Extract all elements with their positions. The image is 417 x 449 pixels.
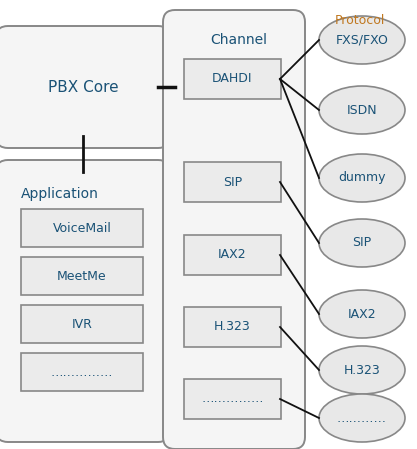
- FancyBboxPatch shape: [184, 379, 281, 419]
- Ellipse shape: [319, 16, 405, 64]
- Text: ISDN: ISDN: [347, 104, 377, 116]
- Ellipse shape: [319, 86, 405, 134]
- Text: H.323: H.323: [344, 364, 380, 377]
- Text: ……………: ……………: [201, 392, 264, 405]
- FancyBboxPatch shape: [0, 26, 170, 148]
- Text: IAX2: IAX2: [218, 248, 247, 261]
- Text: Protocol: Protocol: [335, 14, 385, 27]
- FancyBboxPatch shape: [184, 235, 281, 275]
- Text: Channel: Channel: [211, 33, 267, 47]
- Text: ……………: ……………: [51, 365, 113, 379]
- Text: DAHDI: DAHDI: [212, 72, 253, 85]
- Text: …………: …………: [337, 411, 387, 424]
- FancyBboxPatch shape: [163, 10, 305, 449]
- FancyBboxPatch shape: [184, 59, 281, 99]
- Ellipse shape: [319, 219, 405, 267]
- Text: SIP: SIP: [352, 237, 372, 250]
- Text: SIP: SIP: [223, 176, 242, 189]
- Ellipse shape: [319, 346, 405, 394]
- FancyBboxPatch shape: [21, 257, 143, 295]
- Text: IAX2: IAX2: [348, 308, 376, 321]
- Ellipse shape: [319, 394, 405, 442]
- FancyBboxPatch shape: [184, 162, 281, 202]
- Text: MeetMe: MeetMe: [57, 269, 107, 282]
- FancyBboxPatch shape: [21, 305, 143, 343]
- Text: Application: Application: [21, 187, 99, 201]
- Text: PBX Core: PBX Core: [48, 79, 118, 94]
- FancyBboxPatch shape: [21, 353, 143, 391]
- FancyBboxPatch shape: [21, 209, 143, 247]
- Ellipse shape: [319, 290, 405, 338]
- Text: VoiceMail: VoiceMail: [53, 221, 111, 234]
- FancyBboxPatch shape: [0, 160, 170, 442]
- Text: FXS/FXO: FXS/FXO: [336, 34, 389, 47]
- Text: H.323: H.323: [214, 321, 251, 334]
- FancyBboxPatch shape: [184, 307, 281, 347]
- Text: IVR: IVR: [72, 317, 93, 330]
- Ellipse shape: [319, 154, 405, 202]
- Text: dummy: dummy: [338, 172, 386, 185]
